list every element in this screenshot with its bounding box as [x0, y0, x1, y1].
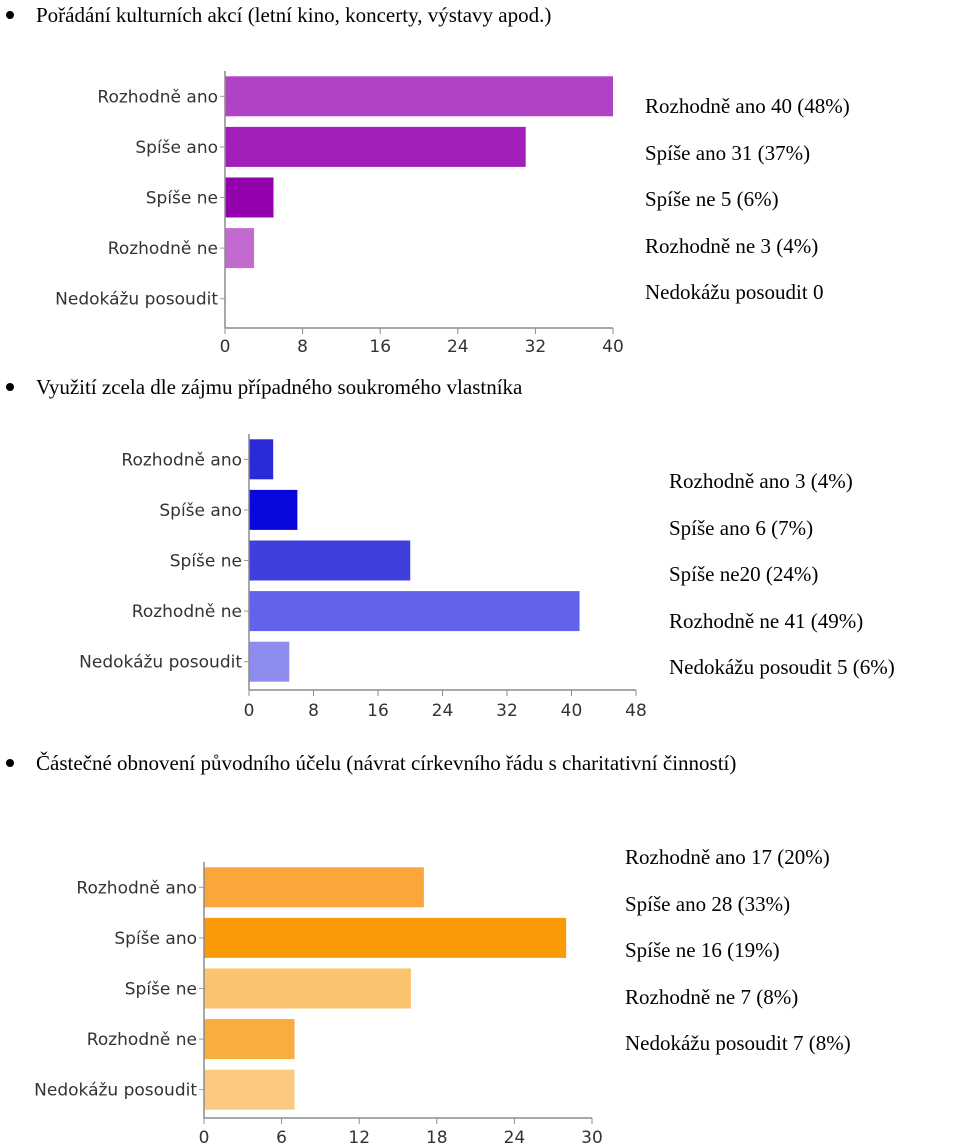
chart-3: Rozhodně ano Spíše ano Spíše ne Rozhodně ne…: [34, 862, 603, 1146]
category-label: Spíše ano: [159, 501, 242, 521]
category-label: Spíše ne: [146, 189, 218, 209]
x-tick-label: 24: [504, 1128, 526, 1146]
x-tick-label: 24: [432, 701, 454, 721]
category-label: Rozhodně ano: [97, 87, 218, 107]
summary-item: Spíše ano 31 (37%): [645, 140, 811, 165]
x-tick-label: 40: [602, 337, 624, 357]
category-label: Spíše ne: [170, 552, 242, 572]
x-tick-label: 16: [369, 337, 391, 357]
bar: [225, 177, 274, 218]
bar: [249, 591, 580, 632]
x-tick-label: 32: [496, 701, 518, 721]
summary-item: Spíše ne20 (24%): [669, 562, 819, 586]
bar: [225, 76, 613, 117]
section-1-heading-text: Pořádání kulturních akcí (letní kino, ko…: [36, 2, 552, 27]
bullet-icon: [6, 759, 14, 767]
summary-item: Rozhodně ne 7 (8%): [625, 984, 799, 1009]
chart-1: Rozhodně ano Spíše ano Spíše ne Rozhodně ne…: [55, 71, 624, 357]
chart-3-summary: Rozhodně ano 17 (20%) Spíše ano 28 (33%)…: [625, 834, 851, 1067]
summary-item: Spíše ano 28 (33%): [625, 891, 791, 916]
x-tick-label: 32: [525, 337, 547, 357]
x-tick-label: 30: [581, 1128, 603, 1146]
summary-item: Nedokážu posoudit 5 (6%): [669, 655, 895, 679]
bar: [249, 641, 290, 682]
chart-2: Rozhodně ano Spíše ano Spíše ne Rozhodně ne…: [79, 434, 647, 721]
x-tick-label: 40: [561, 701, 583, 721]
x-tick-label: 0: [199, 1128, 210, 1146]
x-tick-label: 0: [220, 337, 231, 357]
category-label: Rozhodně ne: [108, 239, 218, 259]
x-tick-label: 18: [426, 1128, 448, 1146]
x-tick-label: 8: [308, 701, 319, 721]
x-tick-label: 6: [276, 1128, 287, 1146]
bar: [225, 126, 526, 167]
section-3-heading: Částečné obnovení původního účelu (návra…: [0, 748, 736, 778]
section-1-heading: Pořádání kulturních akcí (letní kino, ko…: [0, 0, 551, 30]
summary-item: Nedokážu posoudit 7 (8%): [625, 1031, 851, 1055]
summary-item: Rozhodně ne 41 (49%): [669, 608, 864, 633]
summary-item: Nedokážu posoudit 0: [645, 280, 824, 304]
category-label: Spíše ano: [114, 929, 197, 949]
summary-item: Rozhodně ano 3 (4%): [669, 469, 853, 493]
chart-1-summary: Rozhodně ano 40 (48%) Spíše ano 31 (37%)…: [645, 83, 850, 316]
category-label: Nedokážu posoudit: [34, 1081, 197, 1101]
bar: [225, 228, 255, 269]
category-label: Rozhodně ne: [132, 602, 242, 622]
summary-item: Spíše ano 6 (7%): [669, 515, 814, 540]
x-tick-label: 12: [348, 1128, 370, 1146]
bullet-icon: [6, 383, 14, 391]
summary-item: Spíše ne 16 (19%): [625, 938, 780, 962]
bar: [204, 917, 567, 958]
summary-item: Spíše ne 5 (6%): [645, 187, 779, 211]
category-label: Spíše ne: [125, 980, 197, 1000]
section-3-heading-text: Částečné obnovení původního účelu (návra…: [36, 750, 737, 775]
summary-item: Rozhodně ano 17 (20%): [625, 845, 830, 869]
section-2-heading-text: Využití zcela dle zájmu případného soukr…: [36, 374, 523, 399]
bar: [204, 968, 411, 1009]
category-label: Nedokážu posoudit: [79, 653, 242, 673]
category-label: Rozhodně ne: [87, 1030, 197, 1050]
bar: [249, 439, 274, 480]
x-tick-label: 8: [297, 337, 308, 357]
x-tick-label: 0: [244, 701, 255, 721]
category-label: Spíše ano: [135, 138, 218, 158]
category-label: Nedokážu posoudit: [55, 290, 218, 310]
summary-item: Rozhodně ne 3 (4%): [645, 233, 819, 258]
section-2-heading: Využití zcela dle zájmu případného soukr…: [0, 372, 522, 402]
x-tick-label: 24: [447, 337, 469, 357]
bar: [249, 540, 411, 581]
category-label: Rozhodně ano: [121, 450, 242, 470]
bullet-icon: [6, 11, 14, 19]
chart-2-summary: Rozhodně ano 3 (4%) Spíše ano 6 (7%) Spí…: [669, 458, 895, 691]
bar: [204, 1019, 295, 1060]
bar: [204, 867, 424, 908]
x-tick-label: 16: [367, 701, 389, 721]
category-label: Rozhodně ano: [76, 878, 197, 898]
bar: [204, 1069, 295, 1110]
x-tick-label: 48: [625, 701, 647, 721]
summary-item: Rozhodně ano 40 (48%): [645, 94, 850, 118]
bar: [249, 489, 298, 530]
